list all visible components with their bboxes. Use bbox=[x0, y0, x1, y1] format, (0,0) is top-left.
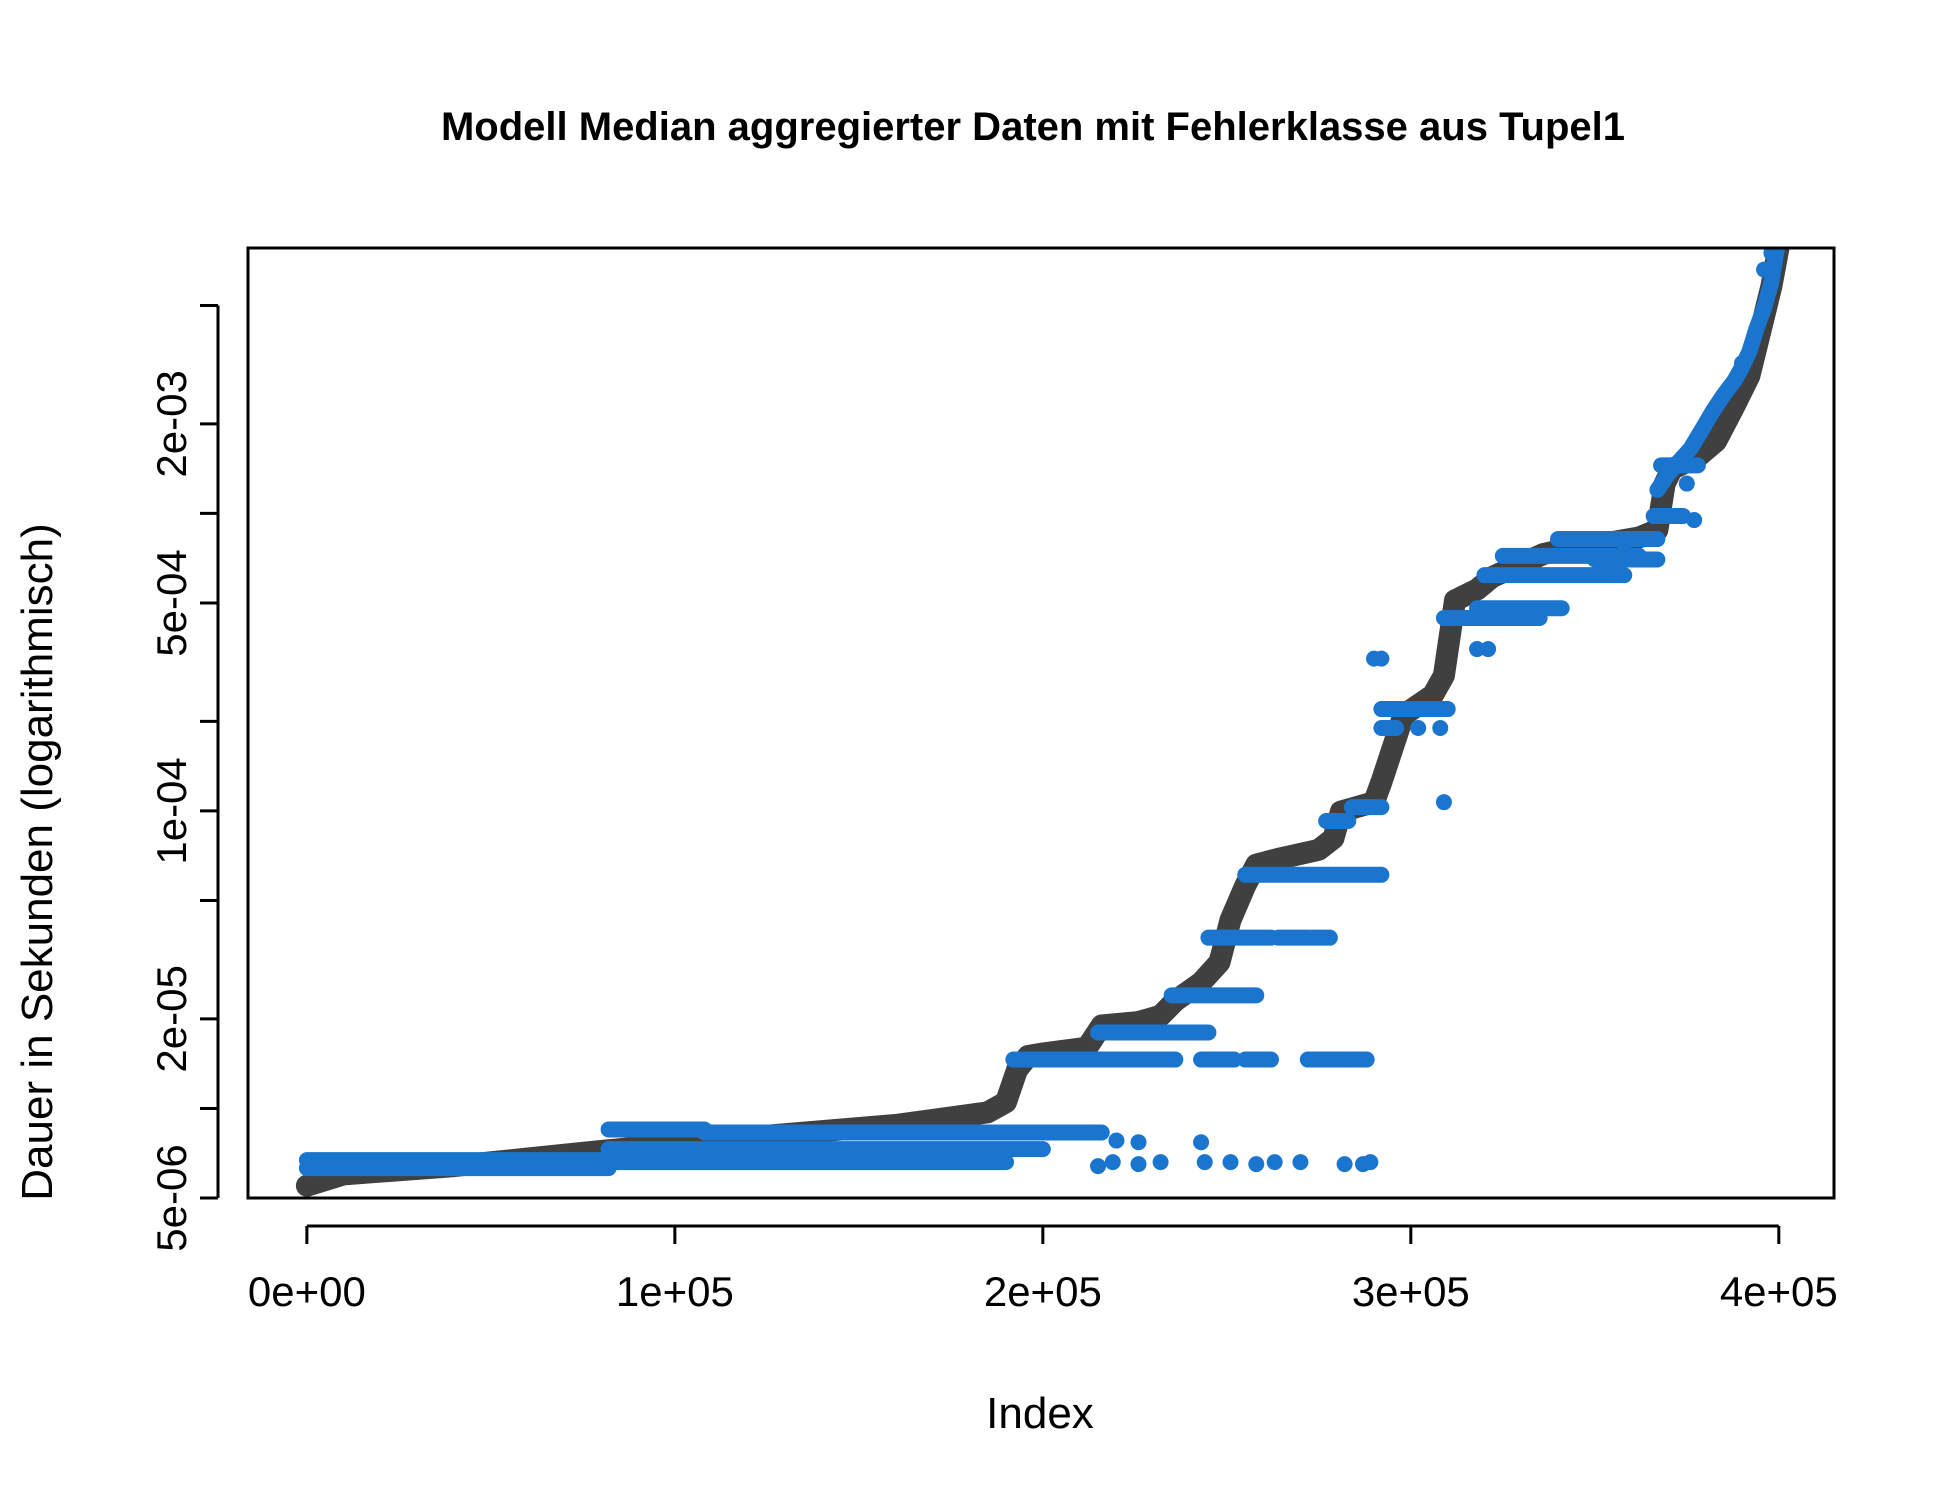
data-point bbox=[1090, 1158, 1107, 1175]
data-point bbox=[1354, 1156, 1371, 1173]
y-axis: 5e-06 2e-05 1e-04 5e-04 2e-03 bbox=[148, 303, 220, 1252]
y-axis-label: Dauer in Sekunden (logarithmisch) bbox=[13, 523, 62, 1200]
data-point bbox=[1469, 641, 1486, 658]
x-axis-label: Index bbox=[986, 1389, 1094, 1438]
data-point bbox=[1266, 1154, 1283, 1171]
plot-area bbox=[295, 248, 1790, 1197]
data-point bbox=[1373, 650, 1390, 667]
y-tick-label: 5e-06 bbox=[148, 1144, 195, 1251]
x-tick-label: 1e+05 bbox=[616, 1268, 734, 1315]
data-point bbox=[1616, 535, 1633, 552]
data-point bbox=[1196, 1154, 1213, 1171]
data-point bbox=[1130, 1134, 1147, 1151]
data-point-cluster bbox=[1649, 248, 1785, 498]
y-tick-label: 1e-04 bbox=[148, 757, 195, 864]
model-series-line bbox=[295, 248, 1790, 1197]
x-axis: 0e+00 1e+05 2e+05 3e+05 4e+05 bbox=[248, 1224, 1838, 1315]
data-point bbox=[1678, 475, 1695, 492]
data-series-points bbox=[298, 248, 1785, 1177]
y-tick-label: 2e-03 bbox=[148, 370, 195, 477]
data-point bbox=[1336, 1156, 1353, 1173]
data-point bbox=[1686, 512, 1703, 529]
x-tick-label: 2e+05 bbox=[984, 1268, 1102, 1315]
data-point bbox=[1193, 1134, 1210, 1151]
x-tick-label: 4e+05 bbox=[1720, 1268, 1838, 1315]
x-tick-label: 0e+00 bbox=[248, 1268, 366, 1315]
data-point bbox=[1248, 1156, 1265, 1173]
chart-title: Modell Median aggregierter Daten mit Feh… bbox=[441, 105, 1625, 149]
x-tick-label: 3e+05 bbox=[1352, 1268, 1470, 1315]
y-tick-label: 2e-05 bbox=[148, 965, 195, 1072]
data-point bbox=[1130, 1156, 1147, 1173]
data-point bbox=[1104, 1154, 1121, 1171]
data-point bbox=[1480, 641, 1497, 658]
data-point bbox=[1435, 794, 1452, 811]
data-point bbox=[1152, 1154, 1169, 1171]
data-point bbox=[1734, 355, 1751, 372]
data-point bbox=[1439, 701, 1456, 718]
data-point bbox=[1292, 1154, 1309, 1171]
data-point bbox=[1410, 719, 1427, 736]
data-point bbox=[1222, 1154, 1239, 1171]
data-point bbox=[1763, 248, 1780, 262]
plot-frame bbox=[246, 246, 1836, 1200]
data-point bbox=[1756, 261, 1773, 278]
data-point bbox=[1108, 1132, 1125, 1149]
data-point bbox=[1432, 719, 1449, 736]
y-tick-label: 5e-04 bbox=[148, 549, 195, 656]
